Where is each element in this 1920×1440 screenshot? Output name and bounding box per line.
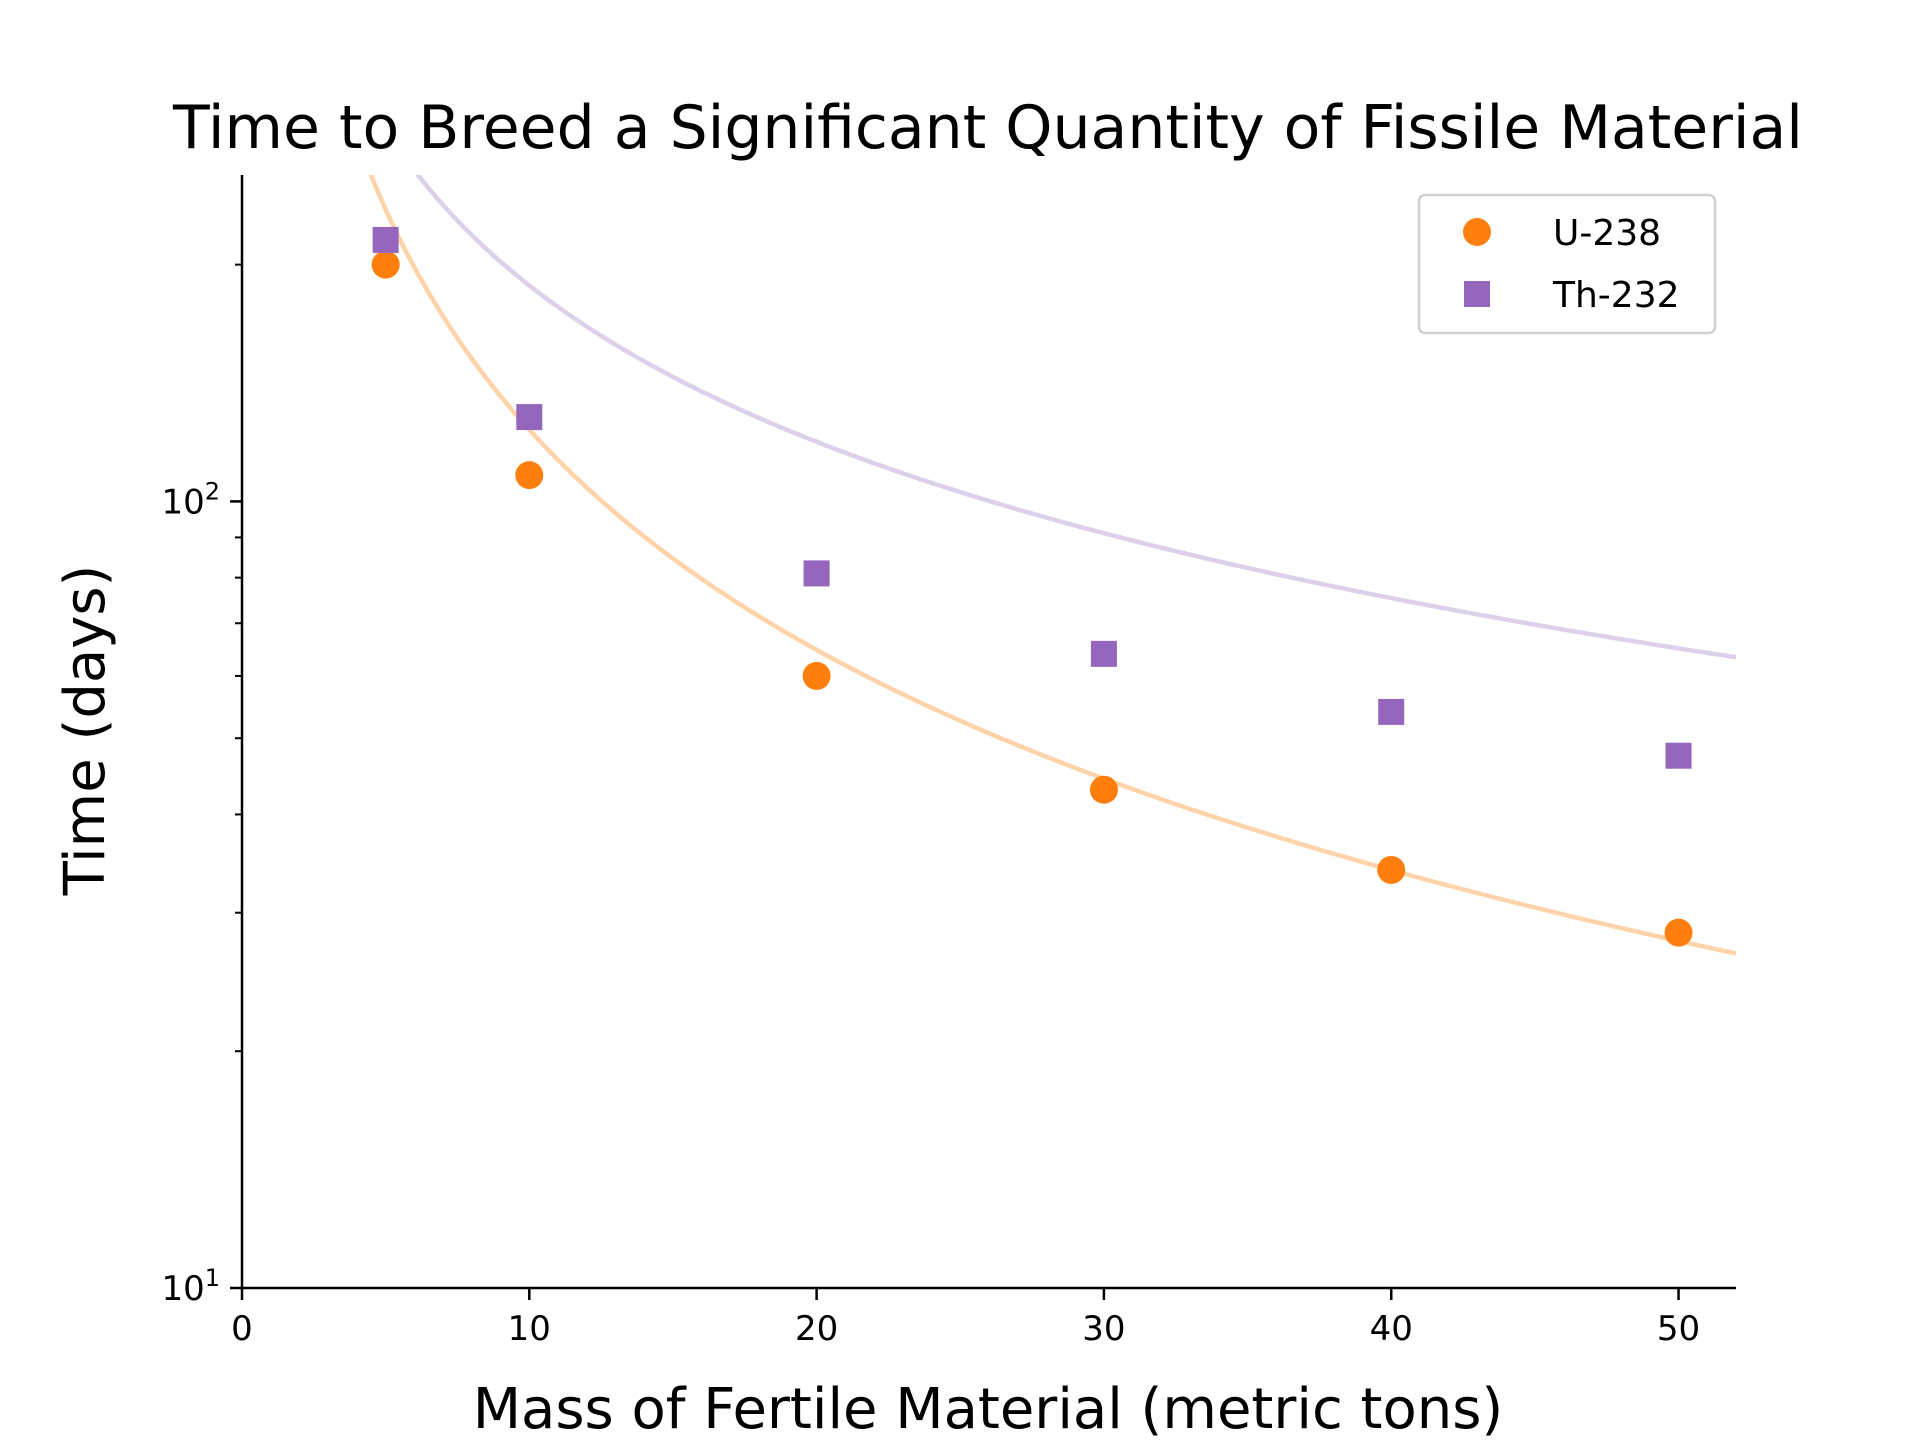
data-point-Th-232 bbox=[516, 404, 543, 431]
chart-title: Time to Breed a Significant Quantity of … bbox=[172, 93, 1803, 163]
y-axis-label: Time (days) bbox=[53, 565, 118, 897]
legend-label-U-238: U-238 bbox=[1553, 213, 1661, 254]
data-point-U-238 bbox=[1377, 855, 1406, 884]
data-point-U-238 bbox=[515, 461, 544, 490]
fit-curve-Th-232 bbox=[415, 175, 1736, 660]
data-point-Th-232 bbox=[1378, 698, 1405, 725]
x-tick-label: 10 bbox=[508, 1309, 551, 1349]
legend-marker-U-238 bbox=[1463, 218, 1491, 246]
fit-curve-U-238 bbox=[368, 175, 1736, 956]
data-point-Th-232 bbox=[1665, 742, 1692, 769]
plot-area bbox=[368, 175, 1736, 956]
axes: 0 10 20 30 40 50 101 102 bbox=[161, 175, 1736, 1349]
legend-box bbox=[1417, 193, 1717, 335]
data-point-U-238 bbox=[1089, 775, 1118, 804]
legend-marker-Th-232 bbox=[1464, 281, 1490, 307]
x-tick-label: 50 bbox=[1657, 1309, 1700, 1349]
y-tick-label: 101 bbox=[161, 1264, 220, 1309]
data-point-Th-232 bbox=[1090, 640, 1117, 667]
data-point-Th-232 bbox=[372, 226, 399, 253]
x-tick-label: 0 bbox=[231, 1309, 253, 1349]
x-tick-label: 40 bbox=[1370, 1309, 1413, 1349]
x-tick-label: 20 bbox=[795, 1309, 838, 1349]
legend: U-238 Th-232 bbox=[1417, 193, 1717, 335]
legend-label-Th-232: Th-232 bbox=[1552, 275, 1680, 316]
x-axis-label: Mass of Fertile Material (metric tons) bbox=[473, 1377, 1504, 1440]
data-point-U-238 bbox=[802, 661, 831, 690]
data-point-U-238 bbox=[371, 250, 400, 279]
x-tick-label: 30 bbox=[1082, 1309, 1125, 1349]
data-point-Th-232 bbox=[803, 560, 830, 587]
data-point-U-238 bbox=[1664, 918, 1693, 947]
y-tick-label: 102 bbox=[161, 477, 220, 522]
